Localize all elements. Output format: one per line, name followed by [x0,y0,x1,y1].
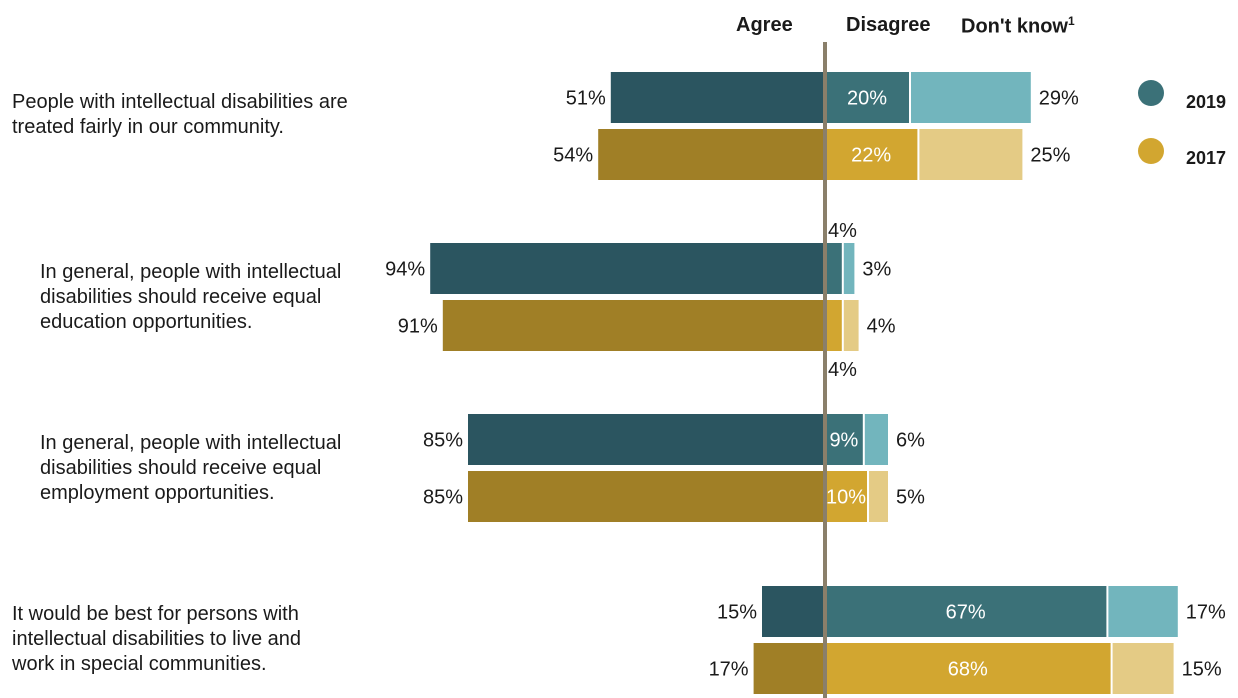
cat1-2017-disagree-bar [825,129,918,180]
legend-dot-2019 [1138,80,1164,106]
cat4-2017-dont-know-bar [1112,643,1174,694]
cat3-2019-dont-know-bar [864,414,888,465]
statement-label-1: People with intellectual disabilities ar… [12,91,348,138]
cat1-2017-disagree-label: 22% [851,145,891,167]
cat4-2017-agree-bar [753,643,825,694]
legend-label-2017: 2017 [1186,148,1227,168]
cat3-2017-dont-know-label: 5% [896,487,925,509]
cat4-2019-agree-bar [762,586,825,637]
cat3-2017-disagree-label: 10% [826,487,866,509]
cat3-2019-disagree-bar [825,414,863,465]
cat4-2019-disagree-label: 67% [946,602,986,624]
cat4-2017-disagree-label: 68% [948,659,988,681]
cat1-2019-dont-know-bar [911,72,1031,123]
cat1-2017-dont-know-label: 25% [1030,145,1070,167]
cat2-2017-dont-know-bar [843,300,859,351]
cat3-2017-agree-label: 85% [423,487,463,509]
legend-dot-2017 [1138,138,1164,164]
cat4-2017-disagree-bar [825,643,1111,694]
cat2-2019-disagree-bar [825,243,842,294]
header-agree: Agree [736,14,793,36]
cat2-2019-agree-bar [430,243,825,294]
cat1-2017-agree-bar [598,129,825,180]
cat3-2019-agree-bar [468,414,825,465]
cat2-2017-agree-bar [442,300,825,351]
header-disagree: Disagree [846,14,931,36]
cat1-2019-dont-know-label: 29% [1039,88,1079,110]
cat2-2017-disagree-bar [825,300,842,351]
statement-label-4: It would be best for persons with intell… [12,603,302,675]
cat1-2019-agree-bar [610,72,825,123]
cat4-2019-dont-know-label: 17% [1186,602,1226,624]
cat3-2019-agree-label: 85% [423,430,463,452]
legend-label-2019: 2019 [1186,92,1227,112]
cat2-2019-disagree-label: 4% [828,220,857,242]
cat1-2019-disagree-label: 20% [847,88,887,110]
cat2-2017-disagree-label: 4% [828,359,857,381]
cat1-2019-agree-label: 51% [566,88,606,110]
header-dont-know: Don't know1 [961,14,1075,39]
cat3-2017-disagree-bar [825,471,867,522]
cat3-2019-disagree-label: 9% [829,430,858,452]
cat2-2017-agree-label: 91% [398,316,438,338]
cat2-2017-dont-know-label: 4% [867,316,896,338]
cat2-2019-dont-know-label: 3% [862,259,891,281]
cat1-2017-agree-label: 54% [553,145,593,167]
cat3-2019-dont-know-label: 6% [896,430,925,452]
header-dont-know-text: Don't know [961,15,1068,38]
cat4-2019-dont-know-bar [1108,586,1178,637]
statement-label-3: In general, people with intellectual dis… [40,432,342,504]
cat3-2017-dont-know-bar [869,471,888,522]
cat4-2019-agree-label: 15% [717,602,757,624]
cat4-2017-agree-label: 17% [709,659,749,681]
cat1-2019-disagree-bar [825,72,909,123]
cat1-2017-dont-know-bar [919,129,1023,180]
cat2-2019-agree-label: 94% [385,259,425,281]
cat4-2019-disagree-bar [825,586,1107,637]
header-footnote-marker: 1 [1067,14,1075,28]
cat3-2017-agree-bar [468,471,825,522]
statement-label-2: In general, people with intellectual dis… [40,261,342,333]
cat4-2017-dont-know-label: 15% [1182,659,1222,681]
cat2-2019-dont-know-bar [843,243,855,294]
